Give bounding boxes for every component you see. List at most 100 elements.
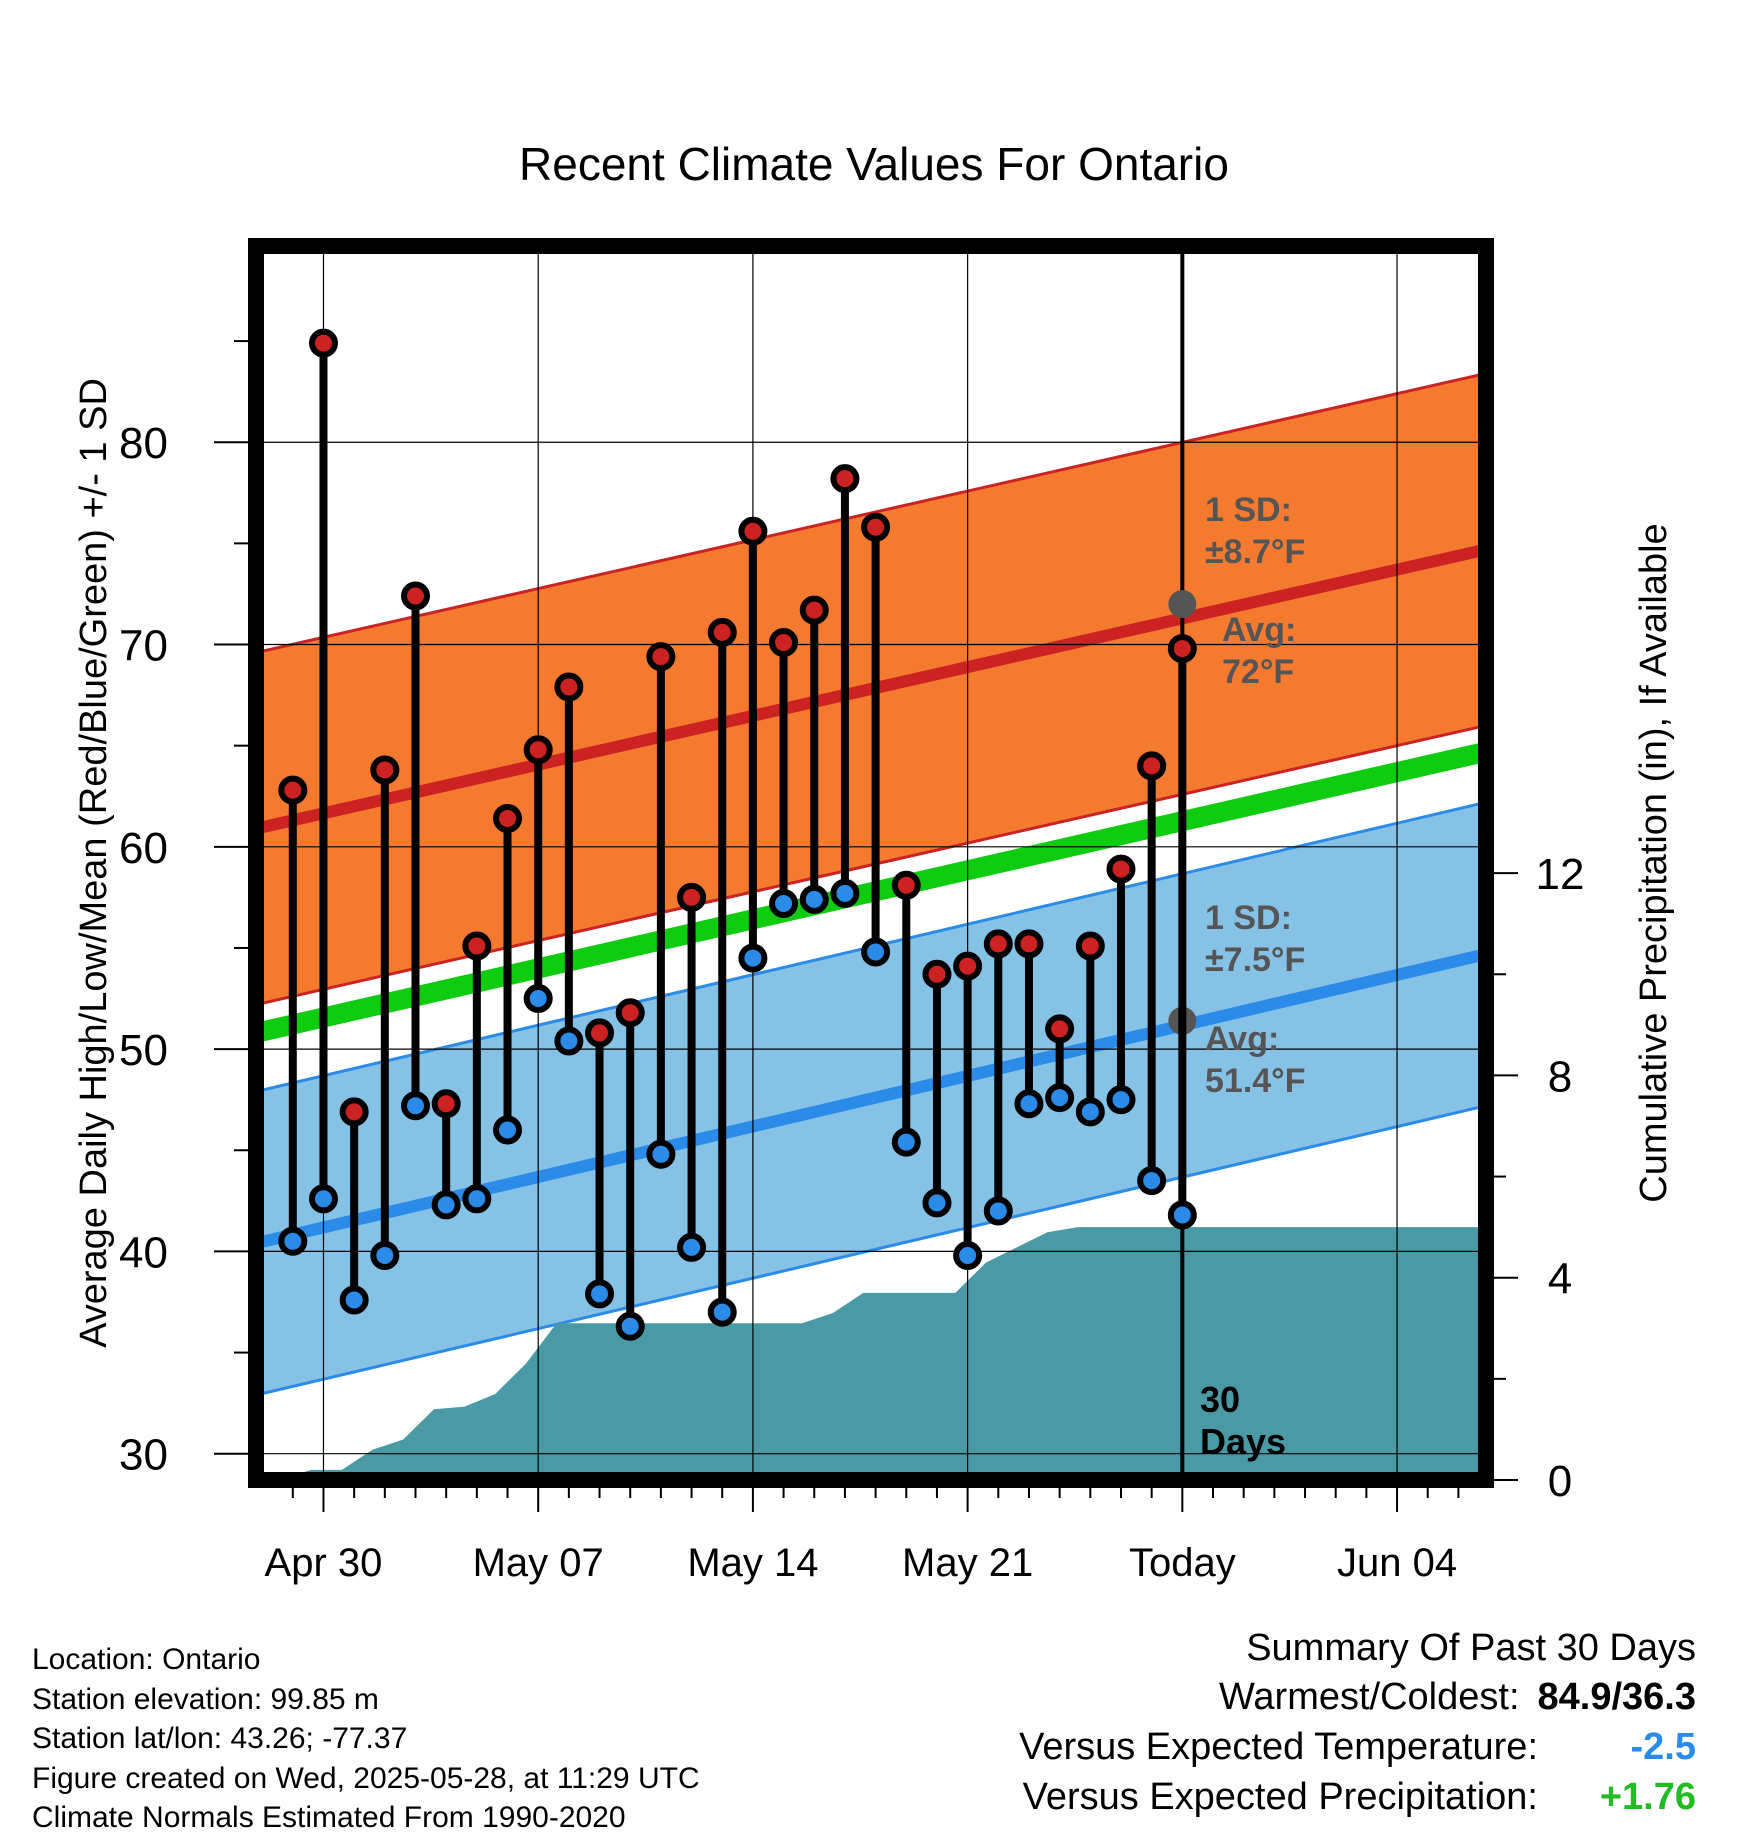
low-point bbox=[615, 1311, 645, 1341]
low-point bbox=[799, 884, 829, 914]
warmest-row: Warmest/Coldest: 84.9/36.3 bbox=[796, 1672, 1696, 1722]
low-point bbox=[370, 1240, 400, 1270]
high-avg-label: Avg: bbox=[1222, 611, 1296, 649]
low-point bbox=[1045, 1083, 1075, 1113]
latlon-text: Station lat/lon: 43.26; -77.37 bbox=[32, 1722, 408, 1755]
low-avg-value: 51.4°F bbox=[1205, 1062, 1306, 1100]
low-point bbox=[830, 878, 860, 908]
temp-value: -2.5 bbox=[1630, 1726, 1696, 1768]
y-tick-label: 60 bbox=[119, 824, 168, 873]
y2-tick-label: 8 bbox=[1548, 1052, 1572, 1101]
high-point bbox=[370, 755, 400, 785]
high-point bbox=[493, 803, 523, 833]
days-label: Days bbox=[1200, 1421, 1286, 1462]
plot-frame bbox=[248, 238, 1494, 1488]
high-point bbox=[554, 672, 584, 702]
x-tick-label: May 14 bbox=[687, 1541, 818, 1585]
high-point bbox=[1137, 751, 1167, 781]
summary-panel: Summary Of Past 30 Days Warmest/Coldest:… bbox=[796, 1624, 1696, 1822]
low-point bbox=[891, 1127, 921, 1157]
high-point bbox=[523, 735, 553, 765]
high-point bbox=[615, 998, 645, 1028]
high-sd-value: ±8.7°F bbox=[1205, 533, 1305, 571]
y2-tick-label: 4 bbox=[1548, 1255, 1572, 1304]
y-tick-label: 70 bbox=[119, 622, 168, 671]
low-point bbox=[523, 984, 553, 1014]
high-sd-label: 1 SD: bbox=[1205, 491, 1292, 529]
high-point bbox=[953, 951, 983, 981]
low-point bbox=[493, 1115, 523, 1145]
climate-chart: 1 SD: ±8.7°F Avg: 72°F 1 SD: ±7.5°F Avg: 51.4°F… bbox=[73, 138, 1675, 1585]
low-point bbox=[278, 1226, 308, 1256]
warmest-label: Warmest/Coldest: bbox=[1218, 1676, 1520, 1718]
high-point bbox=[308, 328, 338, 358]
high-point bbox=[462, 931, 492, 961]
low-point bbox=[861, 937, 891, 967]
high-normal-line bbox=[256, 543, 1486, 835]
mean-line bbox=[256, 741, 1486, 1043]
high-point bbox=[278, 775, 308, 805]
low-point bbox=[1137, 1166, 1167, 1196]
high-point bbox=[1167, 634, 1197, 664]
low-point bbox=[1014, 1089, 1044, 1119]
precip-label: Versus Expected Precipitation: bbox=[1022, 1776, 1538, 1818]
precip-row: Versus Expected Precipitation: +1.76 bbox=[796, 1772, 1696, 1822]
high-point bbox=[585, 1018, 615, 1048]
precip-value: +1.76 bbox=[1599, 1776, 1696, 1818]
chart-title: Recent Climate Values For Ontario bbox=[519, 138, 1229, 190]
x-tick-label: May 07 bbox=[473, 1541, 604, 1585]
high-point bbox=[1106, 854, 1136, 884]
y-axis-label: Average Daily High/Low/Mean (Red/Blue/Gr… bbox=[73, 378, 115, 1348]
days-label: 30 bbox=[1200, 1379, 1240, 1420]
y-tick-label: 30 bbox=[119, 1431, 168, 1480]
low-sd-band-edge bbox=[256, 1104, 1486, 1397]
high-avg-value: 72°F bbox=[1222, 653, 1294, 691]
low-avg-label: Avg: bbox=[1205, 1020, 1279, 1058]
warmest-value: 84.9/36.3 bbox=[1537, 1676, 1696, 1718]
high-point bbox=[891, 870, 921, 900]
low-point bbox=[677, 1232, 707, 1262]
high-point bbox=[861, 512, 891, 542]
low-point bbox=[646, 1139, 676, 1169]
low-point bbox=[401, 1091, 431, 1121]
high-sd-band-edge bbox=[256, 723, 1486, 1007]
x-tick-label: Apr 30 bbox=[265, 1541, 383, 1585]
low-point bbox=[738, 943, 768, 973]
high-point bbox=[799, 595, 829, 625]
low-sd-value: ±7.5°F bbox=[1205, 941, 1305, 979]
y-tick-label: 80 bbox=[119, 419, 168, 468]
low-point bbox=[462, 1184, 492, 1214]
station-info: Location: Ontario Station elevation: 99.… bbox=[32, 1640, 832, 1838]
high-point bbox=[401, 581, 431, 611]
elevation-text: Station elevation: 99.85 m bbox=[32, 1682, 379, 1716]
low-point bbox=[585, 1279, 615, 1309]
high-point bbox=[738, 516, 768, 546]
location-text: Location: Ontario bbox=[32, 1643, 261, 1676]
y-tick-label: 40 bbox=[119, 1228, 168, 1277]
high-point bbox=[830, 464, 860, 494]
high-point bbox=[646, 642, 676, 672]
temp-label: Versus Expected Temperature: bbox=[1019, 1726, 1538, 1768]
low-point bbox=[554, 1026, 584, 1056]
y2-tick-label: 0 bbox=[1548, 1457, 1572, 1506]
low-point bbox=[953, 1240, 983, 1270]
low-point bbox=[308, 1184, 338, 1214]
created-text: Figure created on Wed, 2025-05-28, at 11… bbox=[32, 1761, 700, 1795]
y-tick-label: 50 bbox=[119, 1026, 168, 1075]
high-point bbox=[677, 882, 707, 912]
high-point bbox=[983, 929, 1013, 959]
low-point bbox=[769, 888, 799, 918]
high-point bbox=[339, 1097, 369, 1127]
x-tick-label: Jun 04 bbox=[1337, 1541, 1457, 1585]
high-point bbox=[922, 959, 952, 989]
high-sd-band-edge bbox=[256, 371, 1486, 655]
normals-text: Climate Normals Estimated From 1990-2020 bbox=[32, 1801, 626, 1834]
x-tick-label: Today bbox=[1129, 1541, 1236, 1585]
high-point bbox=[1075, 931, 1105, 961]
low-point bbox=[707, 1297, 737, 1327]
y2-axis-label: Cumulative Precipitation (in), If Availa… bbox=[1633, 523, 1675, 1202]
low-point bbox=[339, 1285, 369, 1315]
low-point bbox=[983, 1196, 1013, 1226]
high-point bbox=[707, 617, 737, 647]
high-point bbox=[431, 1089, 461, 1119]
